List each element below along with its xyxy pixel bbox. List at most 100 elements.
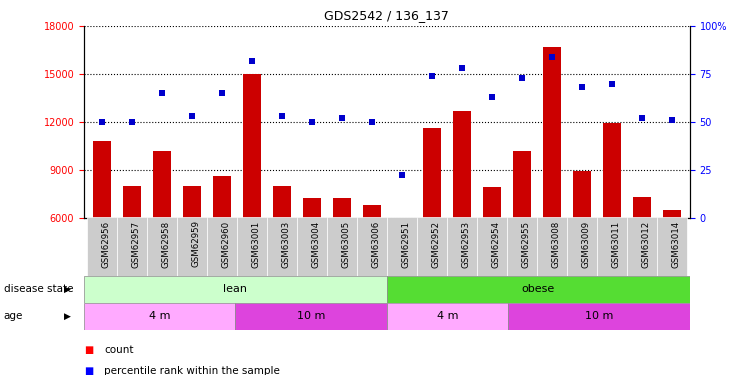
Bar [603,123,620,313]
Bar [213,176,231,313]
Bar [333,198,351,313]
Point [426,73,438,79]
Text: ▶: ▶ [64,312,72,321]
Text: GSM63001: GSM63001 [252,220,261,268]
Bar [243,74,261,313]
Text: 4 m: 4 m [437,311,458,321]
Text: GSM62960: GSM62960 [222,220,231,267]
Point [186,113,198,119]
Point [456,65,468,71]
Point [246,58,258,64]
Bar [363,205,381,313]
Bar [663,210,681,313]
Bar [393,310,411,313]
Bar [297,217,327,276]
Text: ▶: ▶ [64,285,72,294]
Text: GSM62955: GSM62955 [522,220,531,267]
Text: percentile rank within the sample: percentile rank within the sample [104,366,280,375]
Text: GSM63009: GSM63009 [582,220,591,267]
Text: GSM63008: GSM63008 [552,220,561,268]
Point [636,115,648,121]
Text: GSM63012: GSM63012 [642,220,651,268]
Bar [567,217,597,276]
Bar [303,198,321,313]
Bar [87,217,117,276]
Text: GSM62959: GSM62959 [192,220,201,267]
Point [216,90,228,96]
Text: GSM63014: GSM63014 [672,220,681,268]
Bar [84,303,235,330]
Text: 10 m: 10 m [585,311,613,321]
Text: GSM62958: GSM62958 [162,220,171,267]
Bar [327,217,357,276]
Bar [273,186,291,313]
Text: disease state: disease state [4,284,73,294]
Text: GDS2542 / 136_137: GDS2542 / 136_137 [324,9,450,22]
Bar [543,47,561,313]
Text: obese: obese [522,284,555,294]
Text: lean: lean [223,284,247,294]
Text: GSM63004: GSM63004 [312,220,321,268]
Text: GSM62957: GSM62957 [132,220,141,267]
Bar [177,217,207,276]
Text: ■: ■ [84,366,93,375]
Bar [235,303,387,330]
Point [306,119,318,125]
Bar [633,197,651,313]
Text: 10 m: 10 m [297,311,326,321]
Point [666,117,677,123]
Bar [147,217,177,276]
Text: GSM63003: GSM63003 [282,220,291,268]
Point [396,172,408,178]
Bar [447,217,477,276]
Bar [357,217,387,276]
Text: ■: ■ [84,345,93,355]
Point [336,115,347,121]
Bar [417,217,447,276]
Bar [453,111,471,313]
Bar [423,128,441,313]
Text: GSM63005: GSM63005 [342,220,351,268]
Bar [537,217,567,276]
Bar [507,217,537,276]
Text: GSM62952: GSM62952 [432,220,441,267]
Bar [183,186,201,313]
Point [96,119,108,125]
Bar [84,276,387,303]
Text: age: age [4,311,23,321]
Point [546,54,558,60]
Text: GSM62954: GSM62954 [492,220,501,267]
Point [366,119,377,125]
Bar [387,217,417,276]
Bar [573,171,591,313]
Point [516,75,528,81]
Text: GSM62956: GSM62956 [102,220,111,267]
Bar [237,217,267,276]
Bar [117,217,147,276]
Point [486,94,498,100]
Bar [267,217,297,276]
Bar [123,186,141,313]
Bar [508,303,690,330]
Text: count: count [104,345,134,355]
Bar [207,217,237,276]
Text: GSM62951: GSM62951 [402,220,411,267]
Bar [477,217,507,276]
Bar [93,141,111,313]
Point [576,84,588,90]
Point [126,119,138,125]
Bar [387,303,508,330]
Bar [657,217,687,276]
Text: GSM63011: GSM63011 [612,220,620,268]
Bar [483,187,501,313]
Point [276,113,288,119]
Point [156,90,168,96]
Bar [627,217,657,276]
Text: GSM63006: GSM63006 [372,220,381,268]
Bar [387,276,690,303]
Bar [153,150,171,313]
Bar [597,217,627,276]
Bar [513,150,531,313]
Point [606,81,618,87]
Text: 4 m: 4 m [149,311,170,321]
